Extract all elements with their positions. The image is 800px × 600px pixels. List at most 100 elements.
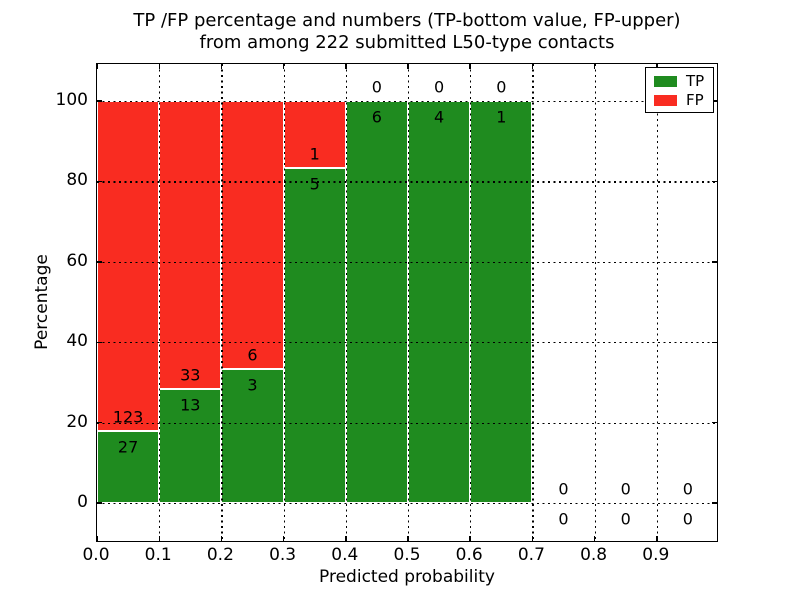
y-tick-right	[712, 100, 717, 102]
tp-count-label: 4	[434, 107, 445, 127]
x-gridline	[345, 64, 348, 541]
y-tick-label: 100	[55, 90, 88, 110]
tp-count-label: 1	[496, 107, 507, 127]
x-gridline	[221, 64, 223, 541]
y-tick-label: 40	[66, 331, 88, 352]
bar-tp-segment	[97, 430, 160, 503]
x-tick-bottom	[220, 536, 223, 541]
x-tick-bottom	[531, 536, 534, 541]
y-tick-right	[712, 341, 717, 343]
y-tick-right	[712, 421, 717, 424]
x-axis-label: Predicted probability	[319, 567, 495, 587]
x-tick-top	[220, 64, 223, 69]
bar-fp-segment	[97, 101, 160, 431]
bar-tp-segment	[470, 101, 533, 503]
y-gridline	[97, 503, 717, 505]
x-gridline	[594, 64, 596, 541]
fp-count-label: 0	[496, 77, 507, 97]
y-gridline	[97, 261, 717, 264]
y-tick-label: 0	[77, 492, 88, 512]
tp-count-label: 6	[371, 107, 382, 127]
x-tick-bottom	[407, 536, 409, 541]
x-gridline	[656, 64, 659, 541]
tp-count-label: 0	[682, 509, 693, 529]
y-tick-left	[97, 261, 102, 263]
fp-count-label: 0	[371, 77, 382, 97]
x-tick-top	[158, 64, 160, 69]
y-tick-right	[712, 180, 717, 183]
x-gridline	[532, 64, 534, 541]
x-tick-bottom	[593, 536, 596, 541]
bar-tp-segment	[159, 389, 222, 503]
fp-count-label: 123	[112, 407, 144, 427]
x-tick-label: 0.2	[206, 545, 234, 565]
bar-fp-segment	[221, 101, 284, 370]
bar-fp-segment	[159, 101, 222, 390]
x-tick-label: 0.3	[269, 545, 297, 565]
legend-swatch-fp	[654, 95, 677, 106]
x-tick-top	[345, 64, 347, 69]
legend-swatch-tp	[654, 76, 677, 87]
x-gridline	[159, 64, 161, 541]
x-tick-top	[593, 64, 596, 69]
bar-tp-segment	[283, 168, 346, 503]
legend-item-tp: TP	[654, 72, 713, 91]
x-tick-bottom	[96, 536, 98, 541]
chart-title-line1: TP /FP percentage and numbers (TP-bottom…	[133, 10, 681, 31]
bar-tp-segment	[345, 101, 408, 503]
x-gridline	[408, 64, 410, 541]
tp-count-label: 5	[309, 174, 320, 194]
x-tick-label: 0.6	[455, 545, 483, 565]
x-tick-bottom	[282, 536, 285, 541]
x-tick-top	[282, 64, 285, 69]
x-tick-top	[96, 64, 98, 69]
x-gridline	[470, 64, 472, 541]
tp-count-label: 3	[247, 375, 258, 395]
fp-count-label: 0	[558, 479, 569, 499]
y-tick-left	[97, 180, 102, 183]
bar-tp-segment	[408, 101, 471, 503]
legend-label-fp: FP	[686, 91, 704, 109]
x-tick-label: 0.7	[517, 545, 545, 565]
fp-count-label: 1	[309, 144, 320, 164]
chart-title-line2: from among 222 submitted L50-type contac…	[199, 32, 615, 53]
x-tick-label: 0.1	[144, 545, 172, 565]
x-tick-bottom	[158, 536, 160, 541]
y-tick-left	[97, 502, 102, 504]
x-tick-bottom	[469, 536, 471, 541]
plot-area: 123 27 33 13 6 3 1 5 0 6 0 4 0 1 0 0 0 0 0 0	[96, 63, 718, 542]
y-tick-label: 60	[66, 250, 88, 271]
tp-count-label: 27	[117, 437, 139, 457]
legend-item-fp: FP	[654, 91, 713, 110]
tp-count-label: 13	[180, 395, 201, 415]
tp-count-label: 0	[558, 509, 569, 529]
x-tick-label: 0.8	[580, 545, 608, 565]
x-tick-label: 0.9	[642, 545, 670, 565]
y-tick-left	[97, 341, 102, 343]
fp-count-label: 0	[434, 77, 445, 97]
x-tick-label: 0.4	[331, 545, 359, 565]
y-tick-label: 20	[66, 411, 88, 432]
fp-count-label: 6	[247, 345, 258, 365]
y-tick-label: 80	[66, 170, 88, 191]
y-tick-right	[712, 502, 717, 504]
bar-fp-segment	[283, 101, 346, 169]
fp-count-label: 0	[620, 479, 631, 499]
x-tick-bottom	[656, 536, 658, 541]
x-tick-top	[656, 64, 658, 69]
tp-count-label: 0	[620, 509, 631, 529]
y-tick-left	[97, 421, 102, 424]
y-gridline	[97, 342, 717, 344]
chart-title: TP /FP percentage and numbers (TP-bottom…	[96, 10, 718, 54]
legend: TP FP	[645, 67, 714, 113]
x-tick-top	[531, 64, 534, 69]
y-tick-right	[712, 261, 717, 263]
y-gridline	[97, 422, 717, 424]
fp-count-label: 33	[180, 365, 201, 385]
fp-count-label: 0	[682, 479, 693, 499]
x-tick-top	[407, 64, 409, 69]
y-gridline	[97, 181, 717, 183]
legend-label-tp: TP	[686, 72, 705, 90]
x-tick-label: 0.5	[393, 545, 421, 565]
